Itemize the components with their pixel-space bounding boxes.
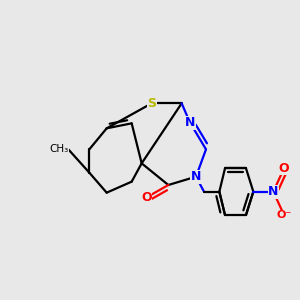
Text: S: S (147, 97, 156, 110)
Text: O: O (279, 162, 289, 175)
Text: N: N (191, 170, 201, 183)
Text: O⁻: O⁻ (276, 210, 292, 220)
Text: O: O (141, 191, 152, 204)
Text: N: N (268, 185, 278, 198)
Text: N: N (185, 116, 195, 129)
Text: CH₃: CH₃ (49, 144, 68, 154)
